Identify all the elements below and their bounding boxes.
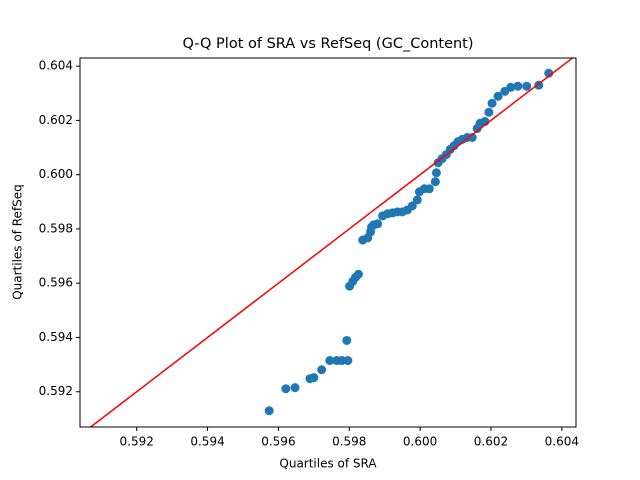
y-tick-label: 0.596 bbox=[39, 276, 73, 290]
y-tick-label: 0.600 bbox=[39, 167, 73, 181]
point bbox=[431, 168, 441, 178]
x-tick-label: 0.592 bbox=[120, 435, 154, 449]
reference-line bbox=[89, 58, 574, 427]
y-tick-label: 0.604 bbox=[39, 59, 73, 73]
x-axis-label: Quartiles of SRA bbox=[279, 457, 377, 471]
x-tick-label: 0.594 bbox=[190, 435, 224, 449]
point bbox=[325, 356, 335, 366]
point bbox=[506, 82, 516, 92]
y-tick-label: 0.592 bbox=[39, 384, 73, 398]
point bbox=[484, 107, 494, 117]
point bbox=[493, 91, 503, 101]
y-tick-label: 0.594 bbox=[39, 330, 73, 344]
point bbox=[544, 68, 554, 78]
point bbox=[467, 132, 477, 142]
y-tick-label: 0.598 bbox=[39, 221, 73, 235]
point bbox=[281, 384, 291, 394]
point bbox=[342, 335, 352, 345]
point bbox=[424, 184, 434, 194]
x-tick-label: 0.598 bbox=[332, 435, 366, 449]
plot-area bbox=[89, 58, 574, 427]
point bbox=[513, 81, 523, 91]
y-axis-label: Quartiles of RefSeq bbox=[11, 184, 25, 300]
point bbox=[407, 201, 417, 211]
point bbox=[309, 373, 319, 383]
point bbox=[353, 269, 363, 279]
point bbox=[343, 356, 353, 366]
point bbox=[264, 406, 274, 416]
point bbox=[487, 98, 497, 108]
point bbox=[412, 195, 422, 205]
point bbox=[522, 81, 532, 91]
point bbox=[290, 383, 300, 393]
point bbox=[317, 365, 327, 375]
chart-title: Q-Q Plot of SRA vs RefSeq (GC_Content) bbox=[182, 36, 473, 52]
x-tick-label: 0.604 bbox=[545, 435, 579, 449]
x-tick-label: 0.600 bbox=[403, 435, 437, 449]
y-tick-label: 0.602 bbox=[39, 113, 73, 127]
axes-frame bbox=[79, 57, 577, 428]
x-tick-label: 0.602 bbox=[474, 435, 508, 449]
point bbox=[430, 177, 440, 187]
point bbox=[373, 219, 383, 229]
x-tick-label: 0.596 bbox=[261, 435, 295, 449]
